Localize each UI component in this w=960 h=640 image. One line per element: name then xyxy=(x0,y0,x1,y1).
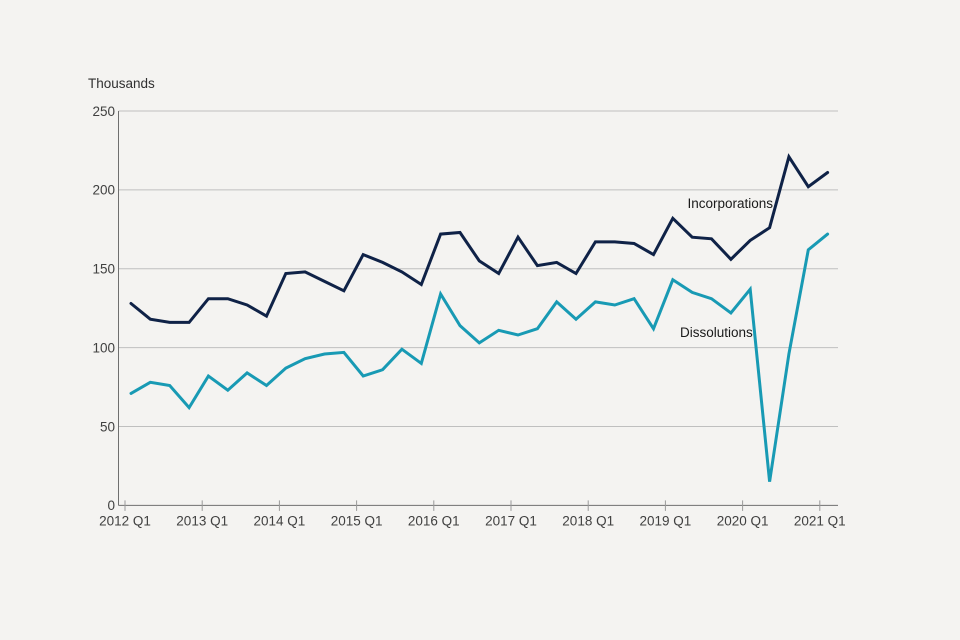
x-tick-label-2017: 2017 Q1 xyxy=(485,514,537,529)
incorporations-line xyxy=(129,153,830,324)
axes xyxy=(118,111,838,511)
y-tick-label-250: 250 xyxy=(92,104,115,119)
x-tick-label-2016: 2016 Q1 xyxy=(408,514,460,529)
y-tick-label-50: 50 xyxy=(100,419,115,434)
x-tick-label-2020: 2020 Q1 xyxy=(717,514,769,529)
x-tick-label-2015: 2015 Q1 xyxy=(331,514,383,529)
series-labels: Incorporations Dissolutions xyxy=(680,196,773,340)
x-axis-tick-labels: 2012 Q1 2013 Q1 2014 Q1 2015 Q1 2016 Q1 2017 … xyxy=(99,514,846,529)
y-tick-label-150: 150 xyxy=(92,262,115,277)
y-axis-tick-labels: 0 50 100 150 200 250 xyxy=(92,104,115,513)
series-lines xyxy=(129,153,830,482)
gridlines xyxy=(118,110,838,428)
y-tick-label-100: 100 xyxy=(92,340,115,355)
dissolutions-line xyxy=(129,232,830,482)
y-axis-unit-label: Thousands xyxy=(88,76,155,91)
dissolutions-series-label: Dissolutions xyxy=(680,325,753,340)
x-tick-label-2014: 2014 Q1 xyxy=(254,514,306,529)
x-tick-label-2019: 2019 Q1 xyxy=(640,514,692,529)
x-tick-label-2018: 2018 Q1 xyxy=(562,514,614,529)
x-tick-label-2021: 2021 Q1 xyxy=(794,514,846,529)
y-tick-label-0: 0 xyxy=(107,498,115,513)
x-tick-label-2012: 2012 Q1 xyxy=(99,514,151,529)
x-tick-label-2013: 2013 Q1 xyxy=(176,514,228,529)
incorporations-series-label: Incorporations xyxy=(687,196,773,211)
y-tick-label-200: 200 xyxy=(92,183,115,198)
